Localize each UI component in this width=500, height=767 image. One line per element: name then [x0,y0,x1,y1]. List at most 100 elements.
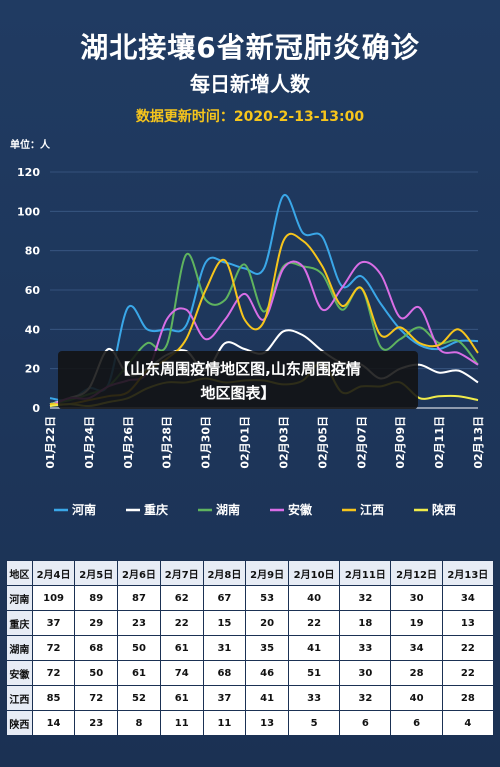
table-corner: 地区 [6,560,33,586]
table-row: 江西 85 72 52 61 37 41 33 32 40 28 [6,685,495,711]
series-line-1 [49,194,479,402]
x-tick-label: 01月24日 [83,416,96,469]
table-date-header: 2月4日 [31,560,76,586]
table-cell: 33 [287,685,341,711]
table-cell: 14 [31,710,76,736]
data-table: 地区 2月4日 2月5日 2月6日 2月7日 2月8日 2月9日 2月10日 2月11日 2月1… [6,560,495,736]
table-date-header: 2月5日 [74,560,119,586]
x-tick-label: 01月26日 [122,416,135,469]
table-cell: 50 [117,635,161,661]
chart-subtitle: 每日新增人数 [190,72,310,96]
table-cell: 41 [287,635,341,661]
caption-line-2: 地区图表】 [200,384,276,402]
table-region-cell: 江西 [6,685,33,711]
table-region-cell: 重庆 [6,610,33,636]
table-date-header: 2月8日 [202,560,247,586]
legend-label: 江西 [360,502,384,517]
x-tick-label: 02月13日 [472,416,485,469]
table-cell: 32 [339,685,392,711]
table-cell: 72 [31,660,76,686]
table-cell: 72 [74,685,119,711]
table-cell: 37 [31,610,76,636]
table-region-cell: 安徽 [6,660,33,686]
table-cell: 11 [202,710,247,736]
table-cell: 61 [117,660,161,686]
table-cell: 40 [390,685,443,711]
x-tick-label: 01月22日 [44,416,57,469]
table-cell: 4 [441,710,495,736]
table-cell: 22 [441,660,495,686]
table-cell: 53 [245,585,289,611]
table-cell: 11 [159,710,204,736]
table-cell: 46 [245,660,289,686]
table-cell: 18 [339,610,392,636]
y-tick-label: 20 [25,363,41,376]
table-cell: 72 [31,635,76,661]
table-cell: 61 [159,685,204,711]
table-cell: 13 [441,610,495,636]
table-cell: 51 [287,660,341,686]
table-cell: 8 [117,710,161,736]
table-cell: 6 [390,710,443,736]
caption-line-1: 【山东周围疫情地区图,山东周围疫情 [115,360,361,378]
table-row: 湖南 72 68 50 61 31 35 41 33 34 22 [6,635,495,661]
table-cell: 40 [287,585,341,611]
x-tick-label: 01月30日 [200,416,213,469]
table-cell: 15 [202,610,247,636]
table-date-header: 2月13日 [441,560,495,586]
table-cell: 50 [74,660,119,686]
table-row: 安徽 72 50 61 74 68 46 51 30 28 22 [6,660,495,686]
table-cell: 23 [74,710,119,736]
table-cell: 87 [117,585,161,611]
table-cell: 52 [117,685,161,711]
table-cell: 20 [245,610,289,636]
legend-label: 河南 [71,502,96,517]
table-cell: 62 [159,585,204,611]
table-header-row: 地区 2月4日 2月5日 2月6日 2月7日 2月8日 2月9日 2月10日 2月11日 2月1… [6,560,495,586]
table-cell: 32 [339,585,392,611]
table-cell: 22 [287,610,341,636]
x-tick-label: 02月09日 [394,416,407,469]
x-tick-label: 02月03日 [277,416,290,469]
table-cell: 37 [202,685,247,711]
table-row: 陕西 14 23 8 11 11 13 5 6 6 4 [6,710,495,736]
table-cell: 22 [441,635,495,661]
y-tick-label: 120 [17,166,40,179]
chart-title: 湖北接壤6省新冠肺炎确诊 [80,31,420,64]
x-tick-label: 02月11日 [433,416,446,469]
x-tick-label: 02月07日 [355,416,368,469]
table-cell: 61 [159,635,204,661]
table-cell: 23 [117,610,161,636]
y-tick-label: 0 [32,402,40,415]
legend-label: 重庆 [144,502,168,517]
update-time: 数据更新时间：2020-2-13-13:00 [135,109,365,125]
table-cell: 68 [74,635,119,661]
y-tick-label: 100 [17,205,40,218]
legend-label: 湖南 [216,502,240,517]
legend-label: 陕西 [432,502,456,517]
table-cell: 74 [159,660,204,686]
table-cell: 34 [390,635,443,661]
y-tick-label: 60 [25,284,41,297]
table-row: 河南 109 89 87 62 67 53 40 32 30 34 [6,585,495,611]
table-cell: 68 [202,660,247,686]
table-cell: 5 [287,710,341,736]
table-row: 重庆 37 29 23 22 15 20 22 18 19 13 [6,610,495,636]
line-chart: 0 20 40 60 80 100 120 01月22日 01月24日 01月26日 01月28日… [17,166,485,517]
table-cell: 31 [202,635,247,661]
y-tick-label: 80 [25,245,41,258]
x-tick-label: 01月28日 [161,416,174,469]
table-date-header: 2月12日 [390,560,443,586]
table-region-cell: 湖南 [6,635,33,661]
table-cell: 22 [159,610,204,636]
table-date-header: 2月10日 [287,560,341,586]
table-region-cell: 陕西 [6,710,33,736]
x-tick-label: 02月01日 [239,416,252,469]
table-cell: 13 [245,710,289,736]
table-cell: 6 [339,710,392,736]
caption-overlay: 【山东周围疫情地区图,山东周围疫情 地区图表】 [58,351,418,409]
table-cell: 67 [202,585,247,611]
table-cell: 33 [339,635,392,661]
x-tick-label: 02月05日 [316,416,329,469]
